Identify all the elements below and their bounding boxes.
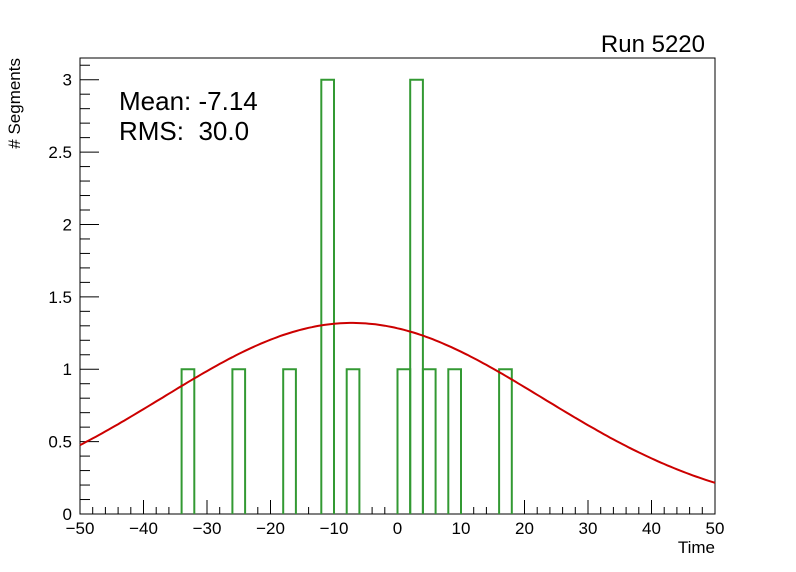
chart-title: Run 5220: [601, 31, 705, 58]
histogram-bin: [180, 368, 196, 514]
y-tick-label: 0.5: [48, 433, 72, 452]
x-tick-label: 10: [452, 519, 471, 538]
x-tick-label: −30: [193, 519, 222, 538]
histogram-bin: [396, 368, 412, 514]
y-tick-label: 2: [63, 215, 72, 234]
x-tick-label: −40: [129, 519, 158, 538]
x-axis-label: Time: [678, 538, 715, 557]
y-axis-label: # Segments: [5, 58, 24, 149]
x-tick-label: −20: [256, 519, 285, 538]
x-tick-label: 30: [579, 519, 598, 538]
x-tick-label: 0: [393, 519, 402, 538]
histogram-bin: [447, 368, 462, 514]
histogram-bin: [345, 368, 361, 514]
histogram-bin: [409, 78, 424, 514]
x-tick-label: 40: [642, 519, 661, 538]
histogram-bin: [498, 368, 513, 514]
x-tick-label: −50: [66, 519, 95, 538]
y-tick-label: 1: [63, 360, 72, 379]
histogram-bin: [282, 368, 297, 514]
x-tick-label: −10: [320, 519, 349, 538]
y-tick-label: 0: [63, 505, 72, 524]
x-tick-label: 50: [706, 519, 725, 538]
y-tick-label: 3: [63, 71, 72, 90]
histogram-bin: [231, 368, 247, 514]
x-tick-label: 20: [515, 519, 534, 538]
histogram-bin: [421, 368, 437, 514]
y-tick-label: 2.5: [48, 143, 72, 162]
histogram-bin: [320, 78, 335, 514]
y-tick-label: 1.5: [48, 288, 72, 307]
stats-mean: Mean: -7.14: [119, 86, 258, 116]
stats-rms: RMS: 30.0: [119, 116, 249, 146]
gaussian-fit-curve: [79, 321, 716, 484]
